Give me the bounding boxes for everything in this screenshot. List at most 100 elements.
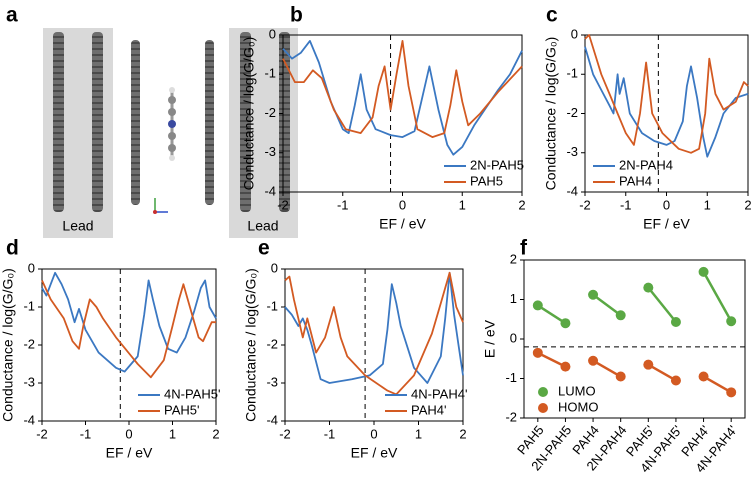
y-tick-label: -2	[566, 105, 578, 120]
level-dot	[670, 317, 681, 328]
electrode-rods	[53, 32, 290, 212]
x-tick-label: 0	[125, 426, 132, 441]
series-line	[41, 271, 217, 373]
legend-label: PAH5'	[164, 402, 199, 417]
y-tick-label: -2	[264, 105, 276, 120]
y-tick-label: -2	[266, 336, 278, 351]
panel-letter: d	[6, 237, 19, 260]
legend-swatch	[538, 403, 548, 413]
level-dot	[670, 375, 681, 386]
level-dot	[698, 371, 709, 382]
x-tick-label: -1	[80, 426, 92, 441]
connector	[537, 304, 567, 325]
panel-letter: b	[290, 4, 303, 27]
x-tick-label: -2	[277, 197, 289, 212]
connector	[592, 293, 622, 317]
legend-label: PAH5	[470, 173, 503, 188]
level-dot	[560, 318, 571, 329]
x-axis-label: EF / eV	[643, 216, 690, 232]
y-tick-label: -2	[23, 336, 35, 351]
y-tick-label: -4	[264, 183, 276, 198]
axis-icon	[153, 198, 168, 214]
x-tick-label: -1	[620, 197, 632, 212]
x-tick-label: 1	[704, 197, 711, 212]
level-dot	[698, 266, 709, 277]
x-tick-label: -2	[579, 197, 591, 212]
legend-label: PAH4'	[411, 402, 446, 417]
x-tick-label: -2	[36, 426, 48, 441]
y-tick-label: -3	[566, 144, 578, 159]
y-tick-label: 0	[571, 26, 578, 41]
y-axis-label: Conductance / log(G/G₀)	[241, 37, 257, 191]
level-dot	[588, 289, 599, 300]
x-tick-label: -1	[324, 426, 336, 441]
y-tick-label: 0	[510, 330, 517, 345]
y-tick-label: -4	[266, 412, 278, 427]
series-line	[584, 46, 749, 158]
y-axis-label: E / eV	[482, 319, 498, 358]
series-line	[282, 40, 523, 156]
legend-label: HOMO	[558, 399, 598, 414]
x-axis-label: EF / eV	[106, 445, 153, 461]
legend-label: LUMO	[558, 383, 596, 398]
y-tick-label: 2	[510, 251, 517, 266]
x-tick-label: 0	[370, 426, 377, 441]
x-tick-label: -2	[279, 426, 291, 441]
connector	[537, 351, 566, 368]
series-line	[584, 34, 749, 154]
y-tick-label: -1	[266, 298, 278, 313]
x-tick-label: 1	[415, 426, 422, 441]
level-dot	[643, 359, 654, 370]
y-tick-label: 1	[510, 291, 517, 306]
x-tick-label: 0	[663, 197, 670, 212]
x-tick-label: -1	[337, 197, 349, 212]
legend-swatch	[538, 387, 548, 397]
panel-letter: a	[6, 4, 18, 27]
y-tick-label: -4	[566, 183, 578, 198]
y-axis-label: Conductance / log(G/G₀)	[0, 268, 16, 422]
legend-label: 4N-PAH4'	[411, 386, 467, 401]
lead-label: Lead	[247, 218, 278, 234]
series-line	[284, 271, 464, 396]
series-line	[282, 40, 523, 138]
x-tick-label: 1	[169, 426, 176, 441]
legend-label: 2N-PAH4	[619, 157, 673, 172]
level-dot	[532, 300, 543, 311]
panel-letter: c	[546, 4, 558, 27]
series-line	[41, 280, 216, 379]
y-tick-label: 0	[28, 260, 35, 275]
y-tick-label: -1	[23, 298, 35, 313]
x-axis-label: EF / eV	[351, 445, 398, 461]
level-dot	[726, 316, 737, 327]
y-axis-label: Conductance / log(G/G₀)	[543, 37, 559, 191]
molecule	[168, 87, 176, 161]
connector	[647, 286, 677, 323]
connector	[592, 359, 622, 378]
connector	[702, 375, 732, 394]
y-tick-label: -3	[266, 374, 278, 389]
level-dot	[615, 310, 626, 321]
panel-letter: f	[520, 237, 528, 260]
legend-label: 2N-PAH5	[470, 157, 524, 172]
level-dot	[532, 347, 543, 358]
y-axis-label: Conductance / log(G/G₀)	[243, 268, 259, 422]
y-tick-label: 0	[269, 26, 276, 41]
level-dot	[726, 387, 737, 398]
lead-label: Lead	[62, 218, 93, 234]
level-dot	[588, 355, 599, 366]
y-tick-label: -2	[505, 409, 517, 424]
y-tick-label: -1	[566, 66, 578, 81]
legend-label: 4N-PAH5'	[164, 386, 220, 401]
connector	[702, 271, 733, 322]
series-line	[284, 271, 464, 384]
y-tick-label: 0	[271, 260, 278, 275]
x-tick-label: 2	[212, 426, 219, 441]
x-axis-label: EF / eV	[379, 216, 426, 232]
x-tick-label: 0	[399, 197, 406, 212]
level-dot	[615, 371, 626, 382]
panel-letter: e	[258, 237, 270, 260]
y-tick-label: -1	[264, 66, 276, 81]
x-tick-label: 2	[459, 426, 466, 441]
panel-a: a Lead Lead	[6, 4, 298, 238]
